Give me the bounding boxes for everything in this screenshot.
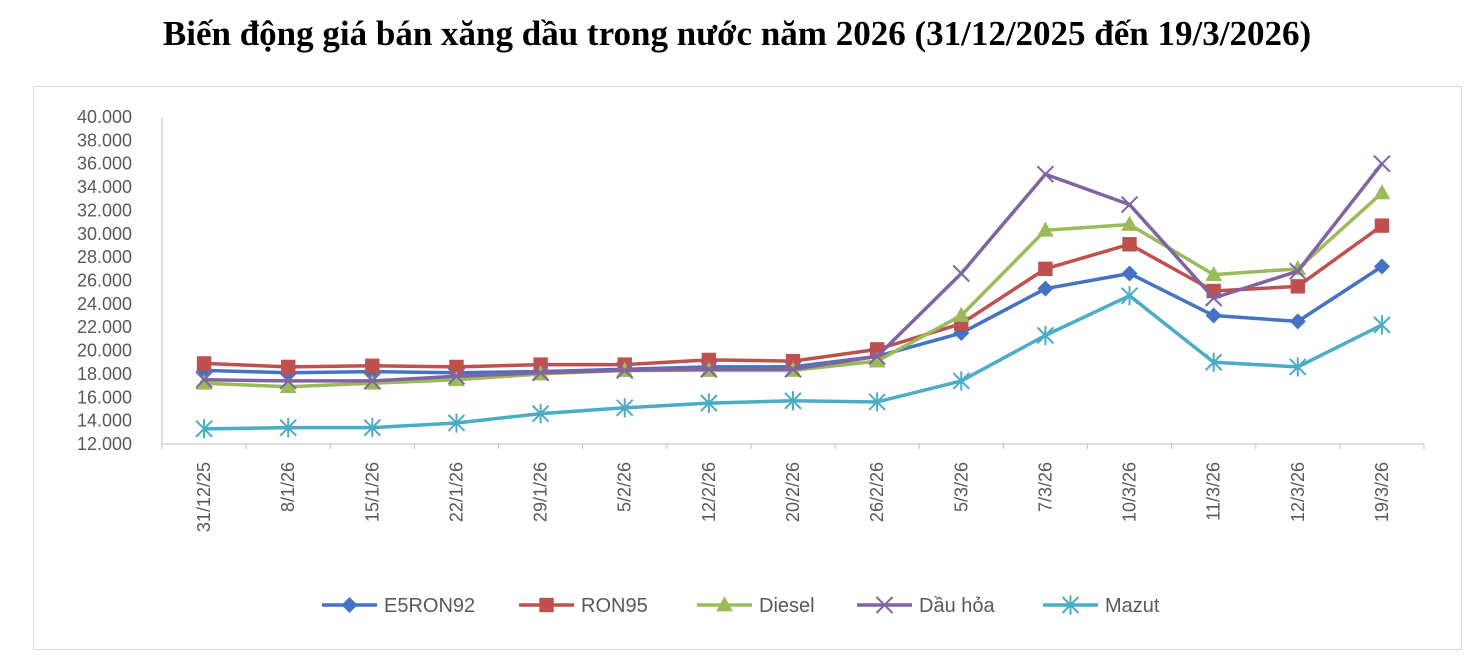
chart-title: Biến động giá bán xăng dầu trong nước nă… bbox=[162, 14, 1312, 53]
data-point bbox=[1373, 155, 1391, 173]
data-point bbox=[531, 404, 550, 424]
data-point bbox=[363, 372, 382, 390]
data-point bbox=[447, 413, 466, 433]
y-tick-label: 28.000 bbox=[77, 247, 132, 267]
data-point bbox=[279, 377, 297, 394]
data-point bbox=[952, 264, 970, 283]
data-point bbox=[1122, 237, 1137, 252]
x-tick-label: 10/3/26 bbox=[1120, 462, 1140, 522]
data-point bbox=[784, 360, 802, 378]
y-tick-label: 14.000 bbox=[77, 411, 132, 431]
y-tick-label: 36.000 bbox=[77, 154, 132, 174]
legend-label: Diesel bbox=[759, 595, 815, 617]
data-point bbox=[1289, 313, 1306, 330]
data-point bbox=[1120, 195, 1139, 214]
x-tick-label: 15/1/26 bbox=[362, 462, 382, 522]
legend-label: E5RON92 bbox=[384, 595, 475, 617]
data-point bbox=[1036, 325, 1055, 345]
x-tick-label: 8/1/26 bbox=[278, 462, 298, 512]
data-point bbox=[868, 347, 886, 366]
x-tick-label: 5/3/26 bbox=[951, 462, 971, 512]
data-point bbox=[868, 352, 886, 368]
data-point bbox=[279, 418, 297, 438]
y-tick-label: 12.000 bbox=[77, 434, 132, 454]
data-point bbox=[700, 360, 718, 378]
x-tick-label: 7/3/26 bbox=[1035, 462, 1055, 512]
x-tick-label: 26/2/26 bbox=[867, 462, 887, 522]
data-point bbox=[1121, 265, 1138, 282]
data-point bbox=[1037, 280, 1054, 297]
x-tick-label: 20/2/26 bbox=[783, 462, 803, 522]
data-point bbox=[1373, 258, 1390, 275]
data-point bbox=[1374, 218, 1390, 233]
data-point bbox=[1121, 215, 1138, 231]
series-line bbox=[204, 162, 1384, 383]
x-tick-label: 12/2/26 bbox=[699, 462, 719, 522]
data-point bbox=[616, 361, 634, 380]
y-tick-label: 24.000 bbox=[77, 294, 132, 314]
data-point bbox=[616, 398, 634, 418]
legend-marker bbox=[1061, 595, 1080, 615]
x-tick-label: 19/3/26 bbox=[1372, 462, 1392, 522]
data-point bbox=[365, 358, 380, 373]
data-point bbox=[1204, 352, 1223, 372]
data-point bbox=[1205, 265, 1223, 282]
legend-marker bbox=[716, 596, 733, 612]
data-point bbox=[700, 393, 718, 413]
data-point bbox=[1120, 286, 1139, 306]
data-point bbox=[1289, 357, 1307, 377]
legend-marker bbox=[539, 597, 554, 613]
x-tick-label: 22/1/26 bbox=[446, 462, 466, 522]
data-point bbox=[868, 392, 886, 412]
series-line bbox=[203, 224, 1383, 369]
data-point bbox=[701, 352, 717, 368]
x-tick-label: 11/3/26 bbox=[1204, 462, 1224, 521]
y-tick-label: 26.000 bbox=[77, 271, 132, 291]
x-tick-label: 5/2/26 bbox=[615, 462, 635, 512]
data-point bbox=[1373, 184, 1391, 200]
y-tick-label: 16.000 bbox=[77, 387, 132, 407]
y-tick-label: 20.000 bbox=[77, 341, 132, 361]
legend-label: Mazut bbox=[1105, 595, 1160, 617]
x-tick-label: 31/12/25 bbox=[194, 462, 214, 532]
data-point bbox=[448, 370, 465, 387]
y-tick-label: 30.000 bbox=[77, 224, 132, 244]
legend-marker bbox=[341, 597, 358, 613]
data-point bbox=[1037, 221, 1054, 237]
y-tick-label: 22.000 bbox=[77, 317, 132, 337]
data-point bbox=[1373, 315, 1391, 335]
data-point bbox=[449, 359, 464, 375]
data-point bbox=[281, 359, 296, 375]
data-point bbox=[196, 356, 212, 371]
data-point bbox=[1204, 289, 1223, 307]
y-tick-label: 34.000 bbox=[77, 177, 132, 197]
data-point bbox=[195, 371, 213, 389]
data-point bbox=[195, 419, 213, 439]
y-tick-label: 40.000 bbox=[77, 107, 132, 127]
data-point bbox=[447, 367, 466, 385]
data-point bbox=[1205, 307, 1222, 324]
y-tick-label: 38.000 bbox=[77, 130, 132, 150]
data-point bbox=[952, 306, 970, 322]
legend-marker bbox=[875, 596, 894, 614]
data-point bbox=[195, 374, 213, 390]
data-point bbox=[1289, 262, 1307, 280]
data-point bbox=[952, 371, 970, 391]
data-point bbox=[1036, 165, 1055, 183]
x-tick-label: 29/1/26 bbox=[531, 462, 551, 522]
y-tick-label: 32.000 bbox=[77, 200, 132, 220]
data-point bbox=[784, 391, 802, 411]
legend-label: RON95 bbox=[581, 595, 648, 617]
legend-label: Dầu hỏa bbox=[919, 595, 995, 617]
data-point bbox=[1290, 279, 1305, 294]
data-point bbox=[363, 418, 382, 438]
data-point bbox=[279, 372, 297, 390]
x-tick-label: 12/3/26 bbox=[1288, 462, 1308, 522]
data-point bbox=[1038, 261, 1053, 277]
y-tick-label: 18.000 bbox=[77, 364, 132, 384]
data-point bbox=[531, 364, 550, 382]
